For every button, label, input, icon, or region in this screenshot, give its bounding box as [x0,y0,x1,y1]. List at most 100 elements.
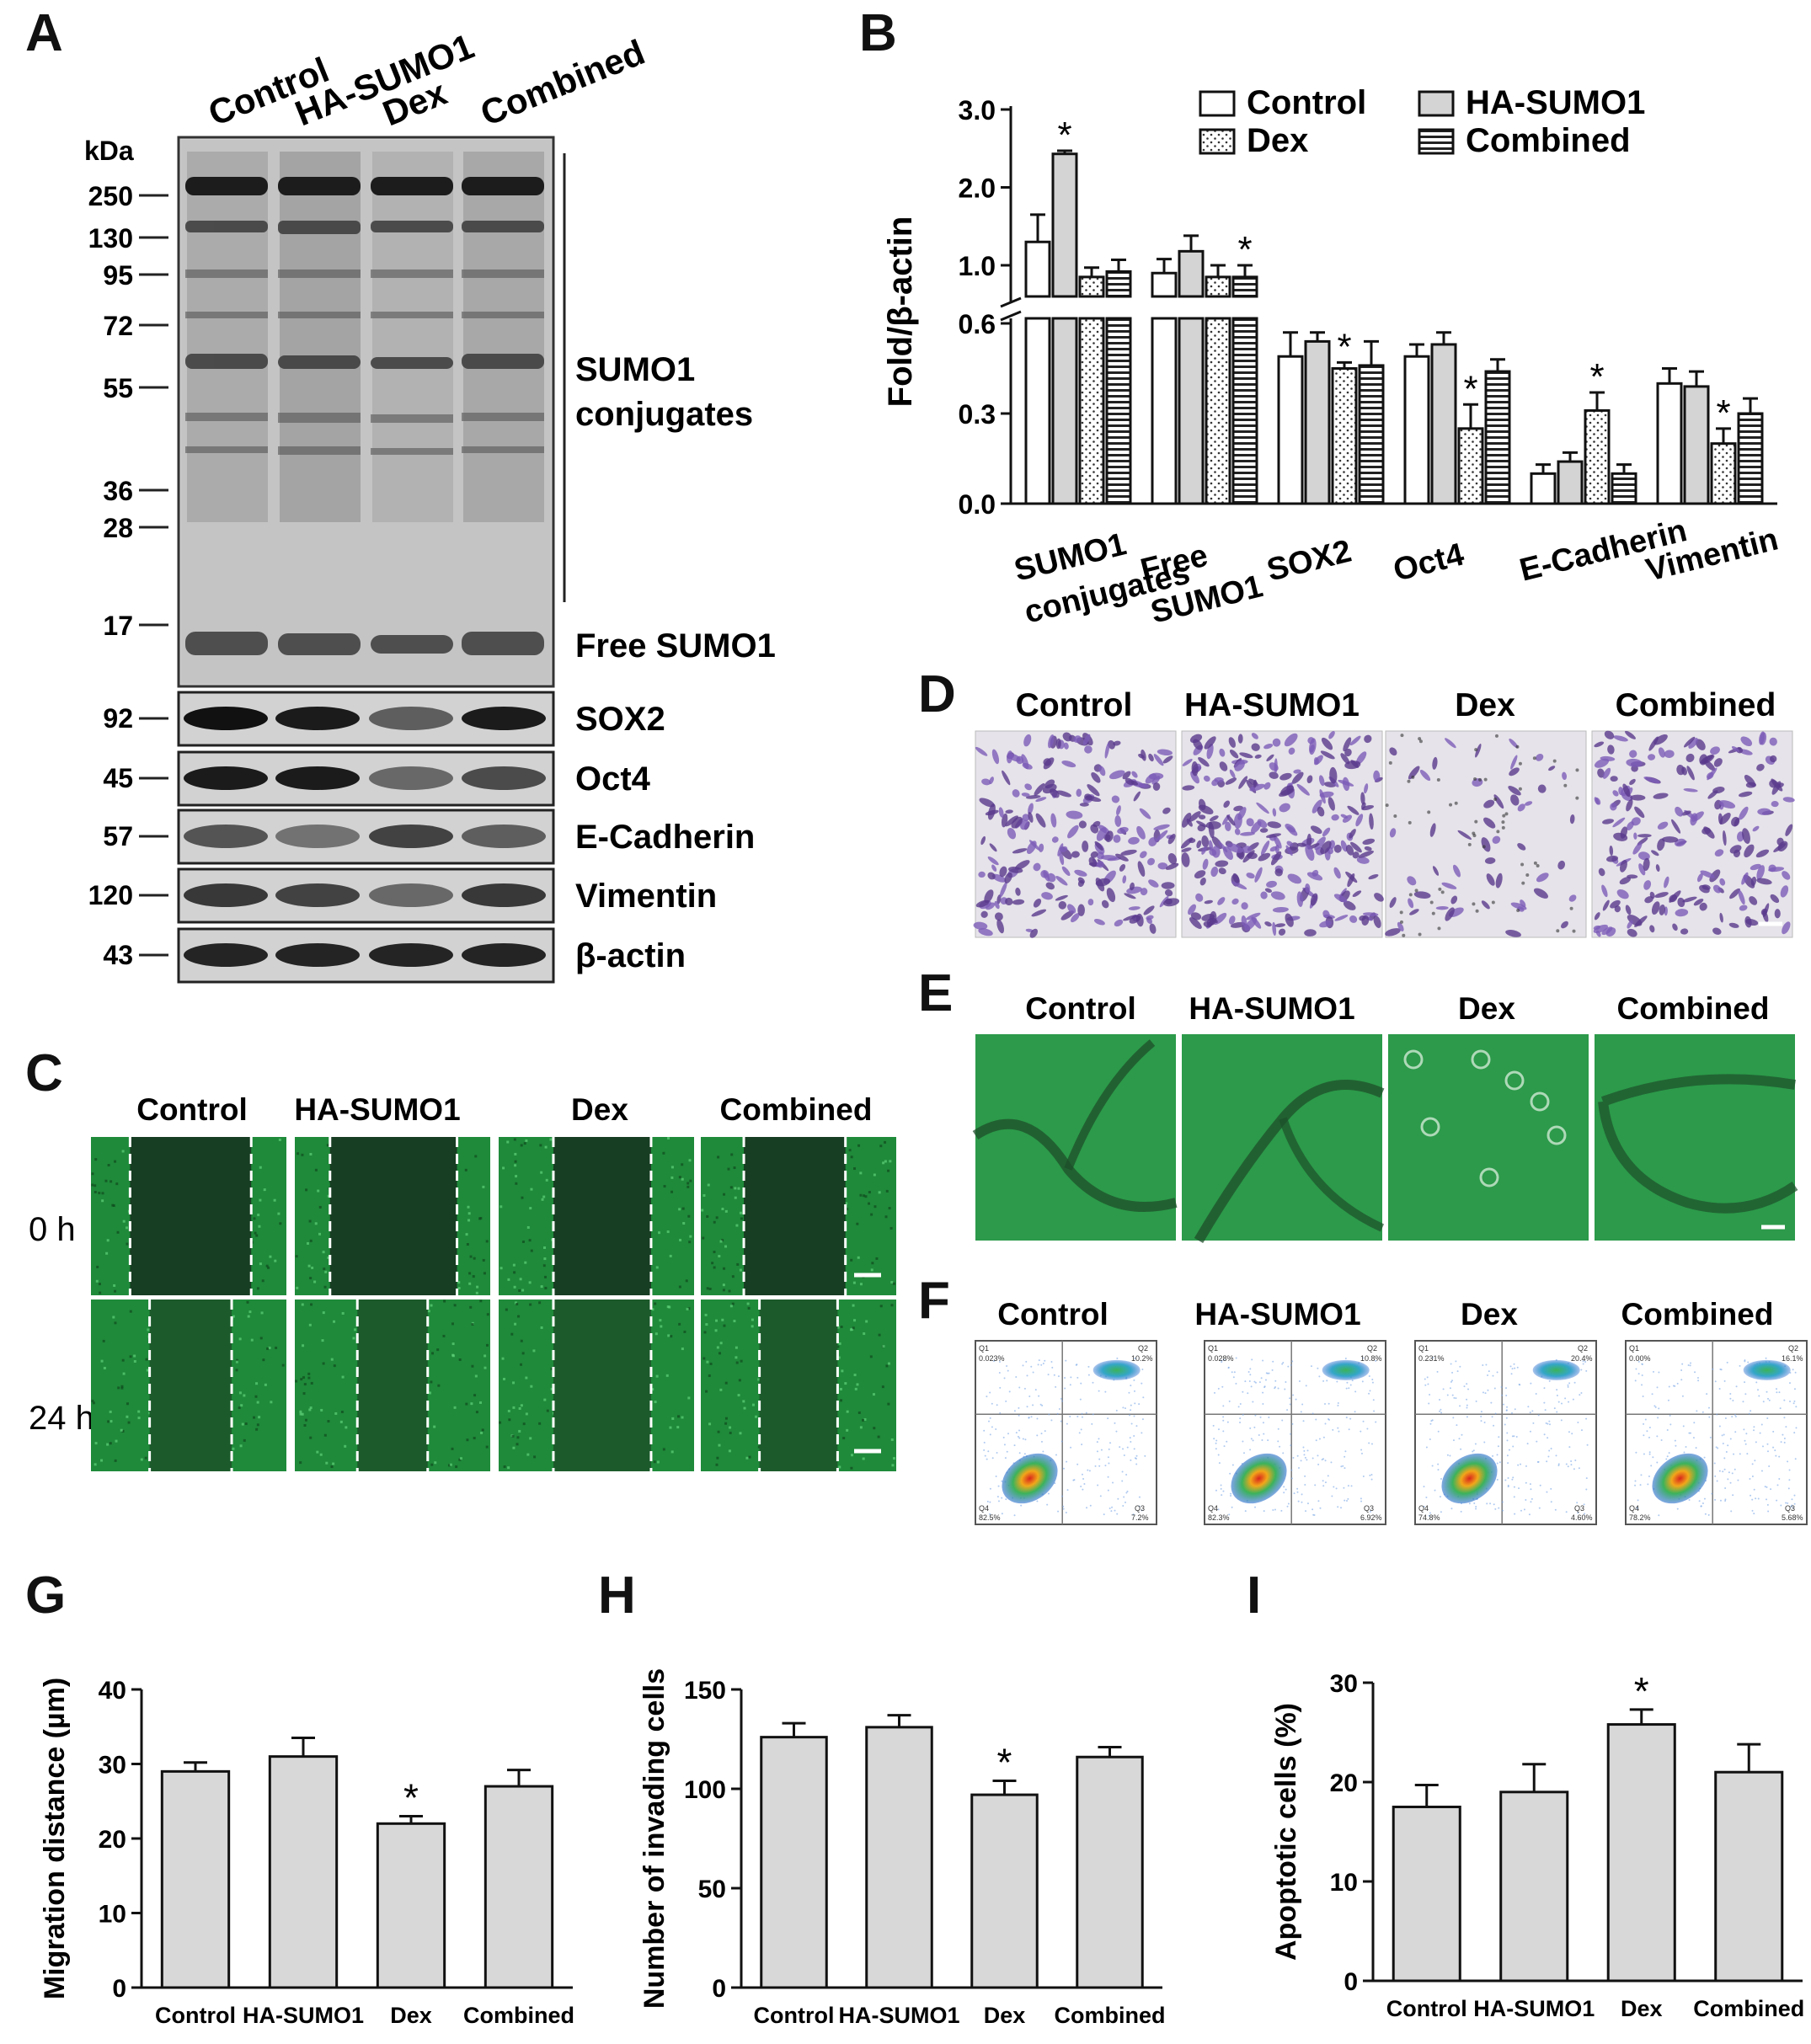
flow-quadrant-name: Q1 [979,1344,989,1353]
flow-event [1780,1441,1782,1444]
wound-cell [687,1396,691,1400]
flow-event [1302,1420,1305,1422]
flow-event [1536,1460,1539,1463]
flow-event [988,1420,991,1422]
chart-b-significance: * [1716,392,1730,434]
invasion-cell [1076,788,1082,798]
flow-event [1372,1399,1375,1401]
flow-event [1272,1360,1274,1363]
wound-cell [457,1287,461,1290]
invasion-cell [1625,730,1636,739]
wound-cell [704,1313,708,1316]
flow-event [1020,1504,1023,1507]
flow-event [1018,1435,1020,1438]
flow-event [1331,1495,1333,1497]
flow-event [1711,1492,1713,1495]
wound-cell [100,1459,104,1462]
flow-event [1437,1463,1440,1465]
invasion-cell [1012,899,1025,905]
flow-event [1044,1359,1046,1362]
flow-event [1567,1384,1569,1386]
invasion-cell [1664,750,1675,758]
invasion-cell [1648,754,1656,760]
flow-event [1040,1433,1043,1435]
wound-cell [352,1337,355,1340]
flow-event [1296,1487,1299,1490]
invasion-cell [1135,913,1144,927]
tube-tiles [972,1034,1798,1244]
flow-event [1514,1408,1516,1411]
wound-cell [651,1388,654,1391]
invasion-cell [1314,836,1326,851]
invasion-cell [1331,814,1339,821]
flow-event [1335,1487,1338,1490]
flow-event [1222,1416,1225,1418]
flow-event [1221,1494,1223,1497]
tube-header-combined: Combined [1617,991,1770,1026]
flow-event [1070,1446,1072,1449]
invasion-cell [1343,900,1356,910]
flow-event [1580,1429,1583,1432]
flow-event [995,1428,997,1431]
wound-cell [466,1243,469,1246]
invasion-cell [1408,766,1420,780]
flow-header-dex: Dex [1461,1297,1518,1332]
flow-quadrant-name: Q3 [1574,1504,1584,1513]
wound-cell [868,1191,871,1194]
flow-event [1007,1433,1010,1435]
flow-event [1328,1402,1330,1405]
flow-event [1507,1484,1509,1486]
wound-cell [121,1429,125,1433]
invasion-cell [1713,758,1723,767]
blot-band [275,825,360,848]
flow-event [1001,1480,1003,1482]
flow-event [1501,1501,1504,1503]
flow-event [1475,1400,1477,1402]
invasion-cell [1626,758,1643,767]
wound-cell [483,1354,487,1358]
invasion-cell [1078,820,1087,829]
flow-event [1731,1416,1734,1418]
chart-bar [970,1793,1039,1989]
flow-event [1568,1382,1571,1385]
wound-cell [267,1266,270,1269]
flow-event [1480,1415,1482,1417]
wound-cell [326,1144,329,1147]
wound-cell [685,1279,688,1283]
flow-event [1213,1391,1215,1394]
flow-event [1089,1504,1092,1507]
flow-event [1321,1459,1323,1461]
flow-event [1718,1387,1721,1390]
invasion-cell [1658,747,1665,758]
flow-event [1060,1397,1062,1400]
flow-event [1584,1360,1587,1363]
flow-event [983,1449,986,1451]
chart-b-bar [1611,472,1637,505]
panel-d-invasion-images: Control HA-SUMO1 Dex Combined [973,687,1795,938]
invasion-cell [1712,884,1722,894]
flow-event [1732,1400,1734,1402]
flow-event [1585,1477,1588,1480]
invasion-cell [1750,863,1761,871]
flow-event [1141,1418,1144,1421]
chart-ylabel: Apoptotic cells (%) [1270,1703,1302,1961]
flow-event [1250,1385,1253,1388]
invasion-cell [1228,915,1236,925]
invasion-cell [1517,843,1526,851]
invasion-cell [1211,836,1223,850]
wound-cell [485,1240,489,1243]
flow-event [1714,1475,1717,1477]
flow-event [1759,1432,1761,1434]
flow-event [1337,1402,1339,1405]
wound-cell [689,1235,692,1238]
flow-event [1343,1486,1345,1489]
wound-cell [102,1339,105,1342]
invasion-cell [1345,845,1354,856]
invasion-cell [1219,748,1226,757]
invasion-cell [1120,849,1137,856]
flow-event [1567,1385,1569,1388]
wound-cell [133,1354,136,1358]
invasion-cell [1284,733,1298,747]
wound-cell [521,1196,524,1199]
flow-event [1284,1388,1286,1390]
